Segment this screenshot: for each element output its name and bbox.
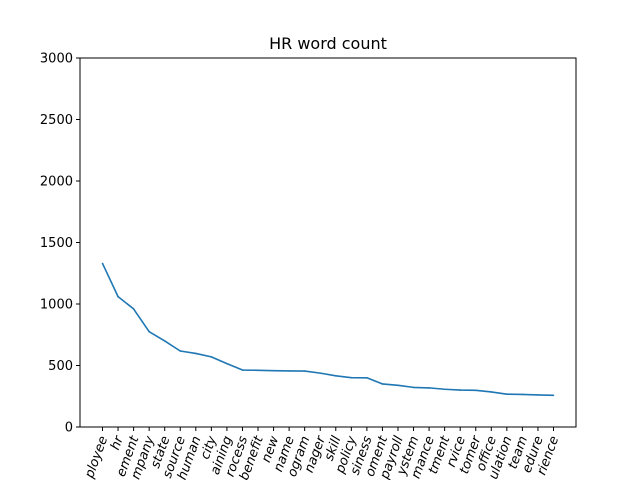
- chart-title: HR word count: [269, 34, 387, 53]
- y-axis: 0 500 1000 1500 2000 2500 3000: [40, 52, 80, 436]
- data-point: [117, 295, 119, 298]
- data-point: [366, 377, 368, 379]
- data-point: [490, 391, 493, 393]
- data-point: [474, 389, 477, 392]
- data-point: [381, 383, 384, 385]
- data-point: [537, 394, 539, 396]
- data-point: [459, 389, 461, 391]
- data-point: [288, 370, 290, 372]
- data-point: [334, 375, 337, 377]
- data-point: [195, 352, 197, 355]
- data-point: [506, 393, 508, 395]
- data-point: [428, 387, 430, 389]
- y-tick-label: 1500: [40, 236, 73, 251]
- y-tick-label: 2500: [40, 113, 73, 128]
- x-tick-label: ployee: [82, 434, 111, 480]
- y-tick-label: 500: [48, 359, 73, 374]
- data-point: [148, 330, 150, 333]
- data-point: [319, 372, 322, 374]
- data-point: [412, 386, 415, 389]
- data-point: [272, 369, 275, 372]
- data-point: [257, 369, 259, 372]
- data-point: [179, 350, 182, 352]
- plot-frame: [79, 57, 577, 428]
- y-tick-label: 1000: [40, 298, 73, 313]
- data-point: [210, 356, 213, 358]
- series-line-path: [101, 263, 554, 397]
- y-tick-label: 3000: [40, 52, 73, 67]
- data-point: [443, 388, 446, 391]
- data-point: [350, 376, 353, 379]
- y-tick-label: 0: [65, 421, 73, 436]
- data-point: [101, 262, 104, 265]
- data-point: [163, 340, 166, 342]
- y-tick-label: 2000: [40, 175, 73, 190]
- x-axis: ployeehrementmpanystatesourcehumancityai…: [82, 427, 562, 480]
- data-point: [397, 384, 399, 387]
- data-point: [521, 393, 524, 396]
- data-point: [241, 369, 244, 371]
- data-point: [226, 362, 228, 365]
- data-point: [303, 370, 306, 372]
- data-point: [132, 308, 135, 310]
- series-line: [101, 262, 555, 397]
- data-point: [552, 394, 555, 397]
